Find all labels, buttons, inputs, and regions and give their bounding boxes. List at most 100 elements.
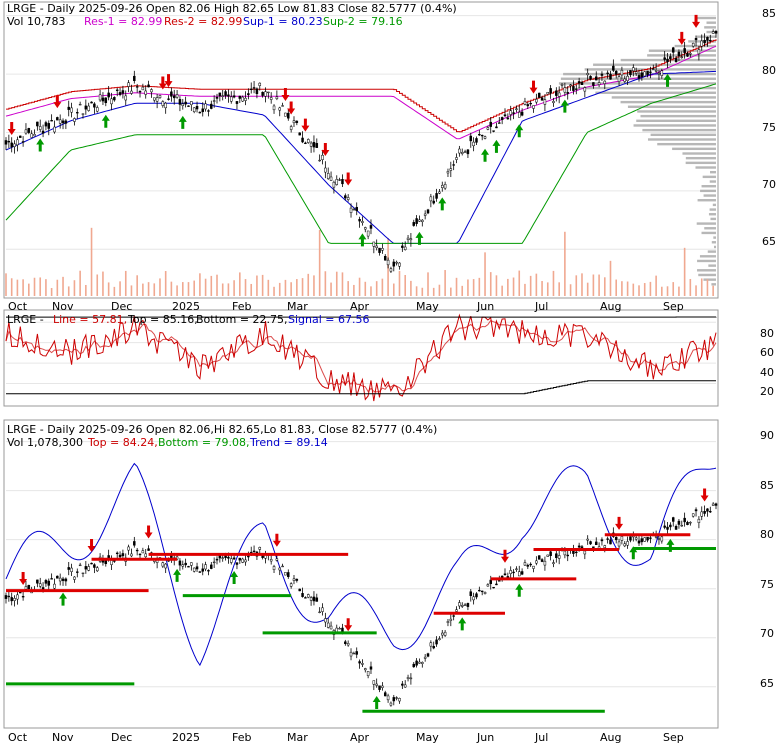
- trend-candle-body: [473, 597, 475, 600]
- trend-candle-body: [538, 556, 540, 560]
- oscillator-top-label: Top = 85.16,: [127, 313, 198, 326]
- trend-candle-body: [379, 686, 381, 690]
- trend-candle-body: [179, 561, 181, 565]
- trend-candle-body: [689, 522, 691, 523]
- volume-bar: [667, 286, 669, 296]
- price-y-tick: 85: [762, 7, 776, 20]
- price-candle-body: [148, 85, 150, 87]
- price-candle-body: [102, 98, 104, 101]
- volume-profile-bar: [648, 138, 716, 140]
- trend-candle-body: [79, 565, 81, 566]
- trend-candle-body: [116, 553, 118, 554]
- trend-candle-body: [293, 579, 295, 581]
- trend-candle-body: [65, 579, 67, 581]
- price-candle-body: [635, 72, 637, 74]
- trend-candle-body: [48, 581, 50, 585]
- trend-candle-body: [350, 652, 352, 656]
- volume-bar: [228, 283, 230, 296]
- volume-bar: [382, 279, 384, 296]
- trend-candle-body: [76, 572, 78, 573]
- price-candle-body: [193, 108, 195, 112]
- volume-bar: [159, 278, 161, 296]
- price-candle-body: [689, 53, 691, 54]
- trend-candle-body: [510, 570, 512, 573]
- volume-bar: [211, 276, 213, 296]
- month-label: Jul: [534, 300, 548, 313]
- price-candle-body: [533, 106, 535, 109]
- price-candle-body: [584, 88, 586, 92]
- trend-candle-body: [196, 567, 198, 569]
- month-label: Nov: [52, 731, 74, 744]
- trend-candle-body: [552, 563, 554, 564]
- price-candle-body: [681, 57, 683, 58]
- price-candle-body: [71, 108, 73, 112]
- trend-candle-body: [490, 580, 492, 584]
- trend-candle-body: [706, 509, 708, 512]
- price-candle-body: [42, 131, 44, 133]
- trend-candle-body: [356, 651, 358, 654]
- price-candle-body: [330, 177, 332, 180]
- price-candle-body: [159, 95, 161, 97]
- price-candle-body: [530, 103, 532, 104]
- trend-candle-body: [73, 577, 75, 579]
- price-candle-body: [156, 98, 158, 102]
- volume-bar: [581, 273, 583, 296]
- trend-candle-body: [245, 560, 247, 562]
- trend-candle-body: [672, 518, 674, 522]
- volume-profile-bar: [695, 17, 716, 19]
- trend-candle-body: [401, 684, 403, 685]
- price-candle-body: [79, 104, 81, 105]
- trend-candle-body: [253, 551, 255, 552]
- price-candle-body: [436, 193, 438, 198]
- trend-candle-body: [555, 554, 557, 558]
- trend-candle-body: [533, 566, 535, 568]
- volume-bar: [325, 271, 327, 296]
- volume-bar: [484, 252, 486, 296]
- trend-candle-body: [704, 511, 706, 513]
- trend-trend-label: Trend = 89.14: [249, 436, 328, 449]
- price-candle-body: [233, 96, 235, 97]
- price-y-tick: 75: [762, 121, 776, 134]
- trend-candle-body: [330, 626, 332, 629]
- trend-candle-body: [609, 540, 611, 544]
- price-candle-body: [210, 104, 212, 108]
- price-candle-body: [515, 109, 517, 110]
- volume-bar: [17, 280, 19, 296]
- price-candle-body: [31, 134, 33, 138]
- trend-candle-body: [641, 539, 643, 542]
- price-candle-body: [664, 58, 666, 60]
- trend-candle-body: [398, 698, 400, 701]
- price-candle-body: [564, 88, 566, 93]
- volume-bar: [268, 280, 270, 296]
- volume-bar: [558, 282, 560, 296]
- price-candle-body: [125, 96, 127, 100]
- volume-bar: [5, 273, 7, 296]
- trend-candle-body: [5, 595, 7, 598]
- price-candle-body: [552, 101, 554, 102]
- price-y-axis: 85 80 75 70 65: [762, 7, 776, 248]
- price-candle-body: [376, 246, 378, 248]
- volume-bar: [570, 284, 572, 296]
- volume-bar: [148, 282, 150, 296]
- month-label: Aug: [600, 731, 621, 744]
- price-candle-body: [706, 37, 708, 40]
- price-candle-body: [661, 71, 663, 76]
- trend-candle-body: [276, 559, 278, 561]
- trend-candle-body: [133, 541, 135, 545]
- volume-bar: [507, 279, 509, 296]
- oscillator-y-tick: 80: [760, 327, 774, 340]
- volume-bar: [553, 271, 555, 296]
- month-label: Oct: [8, 731, 28, 744]
- price-candle-body: [373, 242, 375, 246]
- price-candle-body: [379, 248, 381, 253]
- volume-profile-bar: [708, 264, 716, 266]
- volume-bar: [222, 283, 224, 296]
- trend-candle-body: [136, 550, 138, 551]
- trend-candle-body: [88, 567, 90, 571]
- price-candle-body: [105, 98, 107, 103]
- trend-candle-body: [96, 568, 98, 571]
- trend-candle-body: [498, 581, 500, 582]
- trend-candle-body: [456, 610, 458, 612]
- price-candle-body: [538, 93, 540, 97]
- volume-bar: [598, 275, 600, 296]
